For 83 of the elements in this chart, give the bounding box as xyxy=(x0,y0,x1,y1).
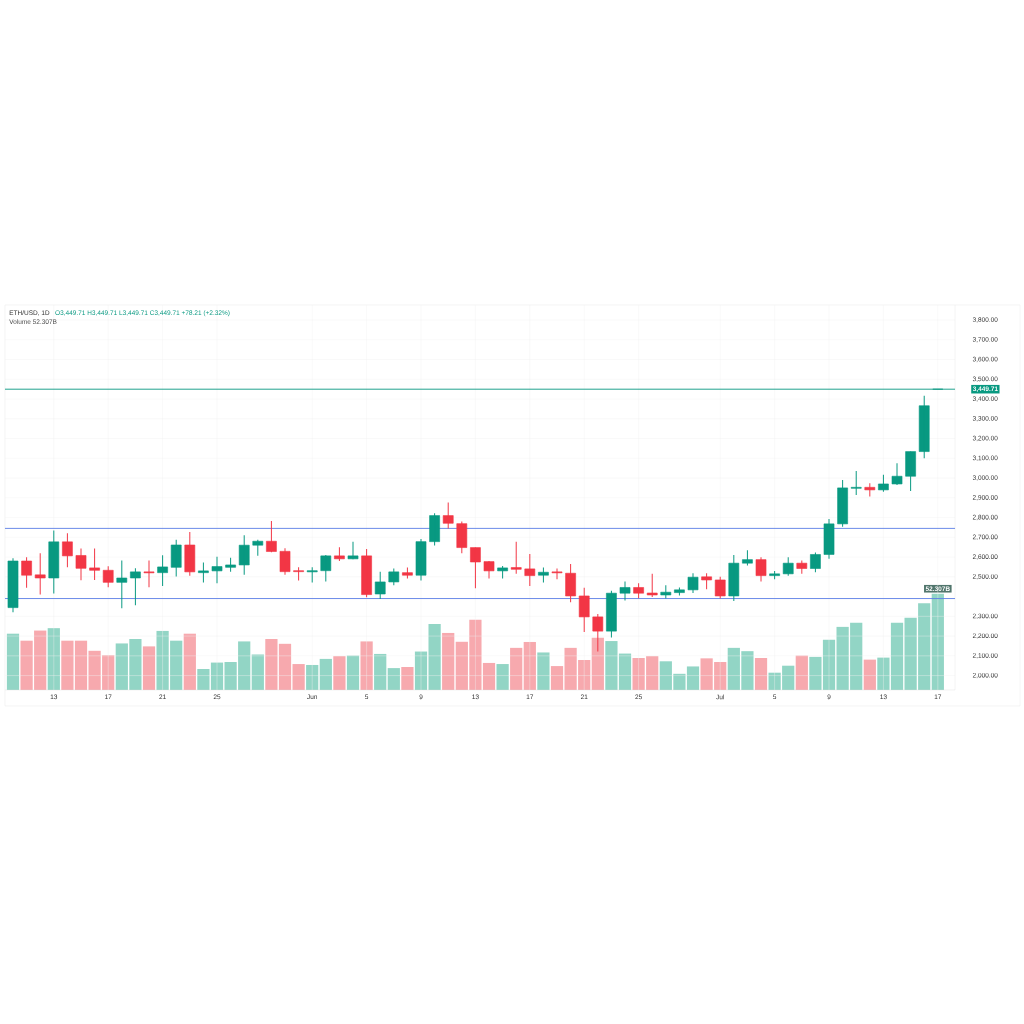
candlestick xyxy=(728,554,740,602)
candlestick xyxy=(374,571,386,600)
candlestick xyxy=(701,572,712,590)
candlestick xyxy=(34,552,46,596)
candlestick xyxy=(211,556,223,584)
candlestick xyxy=(850,470,862,496)
candlestick xyxy=(878,474,889,493)
bar xyxy=(401,666,414,690)
candlestick xyxy=(198,562,209,584)
bar xyxy=(754,657,768,690)
candlestick xyxy=(742,549,753,567)
candlestick xyxy=(89,548,100,581)
candlestick xyxy=(306,566,318,584)
candlestick xyxy=(674,586,685,597)
candlestick xyxy=(769,570,780,580)
bar xyxy=(346,655,360,690)
bar xyxy=(387,668,400,690)
candlestick xyxy=(646,573,658,598)
candlestick xyxy=(62,532,73,568)
candlestick xyxy=(21,556,32,589)
candlestick xyxy=(619,581,631,602)
bar xyxy=(319,658,332,690)
candlestick xyxy=(823,518,835,560)
candlestick xyxy=(184,531,196,577)
bar xyxy=(360,641,373,690)
candlestick xyxy=(293,566,304,582)
candlestick xyxy=(905,451,916,492)
candlestick xyxy=(225,557,236,573)
candlestick xyxy=(361,548,372,598)
candlestick xyxy=(456,520,468,554)
candlestick xyxy=(606,590,617,638)
candlestick xyxy=(157,554,168,587)
candlestick xyxy=(660,584,672,600)
candlestick xyxy=(470,547,481,589)
candlestick xyxy=(551,568,563,580)
candlestick xyxy=(320,554,332,583)
candlestick xyxy=(48,530,60,595)
candlestick xyxy=(891,462,903,486)
candlestick xyxy=(415,538,427,582)
candlestick xyxy=(388,568,400,586)
bar xyxy=(795,655,808,690)
candlestick xyxy=(864,482,876,498)
bar xyxy=(251,654,264,690)
bar xyxy=(374,653,387,690)
candlestick xyxy=(116,560,128,609)
bar xyxy=(537,652,550,690)
candlestick xyxy=(918,395,930,459)
bar xyxy=(591,637,604,690)
candlestick xyxy=(755,556,767,583)
candlestick xyxy=(266,520,277,553)
candlestick xyxy=(252,539,264,557)
candlestick xyxy=(796,560,808,575)
candlestick xyxy=(429,512,440,547)
candlestick xyxy=(7,557,19,613)
candlestick xyxy=(483,560,495,580)
candlestick xyxy=(810,552,821,573)
bar xyxy=(510,647,523,690)
candlestick xyxy=(837,479,848,528)
candlestick xyxy=(75,548,87,581)
candlestick xyxy=(497,565,508,580)
candlestick xyxy=(102,565,114,588)
candlestick xyxy=(687,572,699,594)
candlestick xyxy=(143,560,155,588)
candlestick xyxy=(130,567,141,606)
candlestick xyxy=(334,546,345,562)
candlestick xyxy=(170,539,182,578)
candlestick xyxy=(238,534,250,576)
candlestick xyxy=(565,563,576,603)
candlestick xyxy=(524,553,536,587)
bar xyxy=(863,659,876,690)
bar xyxy=(333,656,346,690)
candlestick xyxy=(442,502,454,530)
candlestick xyxy=(714,576,726,600)
candlestick xyxy=(633,582,644,599)
candlestick xyxy=(402,567,413,580)
candlestick xyxy=(578,587,590,633)
candlestick xyxy=(782,556,794,577)
candlestick xyxy=(279,547,291,576)
bar xyxy=(142,646,156,690)
bar xyxy=(496,664,509,690)
candlestick xyxy=(347,541,359,560)
candlestick xyxy=(538,567,549,584)
candlestick xyxy=(510,541,522,575)
